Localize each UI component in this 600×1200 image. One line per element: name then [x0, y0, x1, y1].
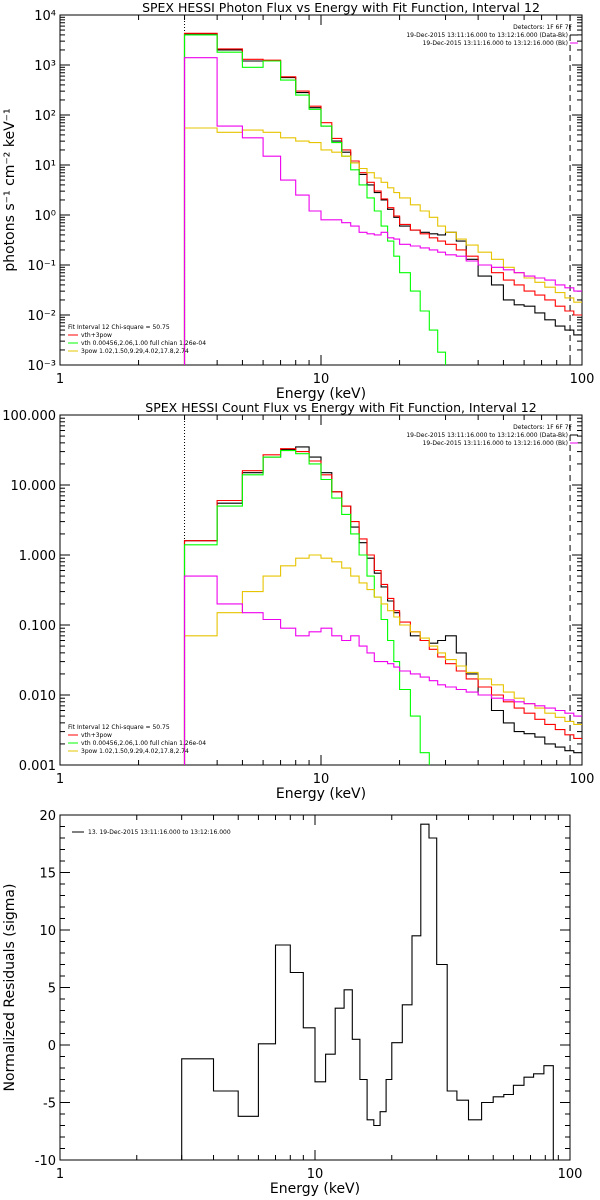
y-tick-label: 10⁻² [27, 309, 56, 324]
series-line-residuals [181, 823, 570, 1160]
y-tick-label: 5 [48, 982, 56, 997]
x-axis-label: Energy (keV) [270, 1181, 360, 1197]
y-axis-label: Normalized Residuals (sigma) [2, 884, 18, 1092]
x-axis-label: Energy (keV) [276, 786, 366, 802]
fit-legend-entry: Fit Interval 12 Chi-square = 50.75 [68, 724, 170, 731]
fit-legend-entry: 3pow 1.02,1.50,9.29,4.02,17.8,2.74 [81, 348, 189, 355]
x-tick-label: 10 [307, 1167, 324, 1182]
time-legend-entry: 19-Dec-2015 13:11:16.000 to 13:12:16.000… [406, 432, 568, 439]
x-tick-label: 100 [570, 772, 595, 787]
y-tick-label: 100.000 [2, 409, 56, 424]
series-line-vth-3pow [183, 448, 582, 765]
y-tick-label: 10⁴ [34, 9, 56, 24]
y-axis-label: photons s⁻¹ cm⁻² keV⁻¹ [2, 108, 18, 271]
y-tick-label: -5 [43, 1097, 56, 1112]
y-tick-label: 20 [39, 809, 56, 824]
detectors-label: Detectors: 1F 6F 7F [513, 424, 572, 431]
detectors-label: Detectors: 1F 6F 7F [513, 24, 572, 31]
plot-frame [59, 814, 571, 1161]
x-tick-label: 1 [56, 1167, 64, 1182]
time-legend-entry: 19-Dec-2015 13:11:16.000 to 13:12:16.000… [423, 40, 568, 47]
series-line-data-bk [183, 446, 582, 765]
series-line-3pow [183, 554, 582, 765]
y-tick-label: 10.000 [11, 479, 57, 494]
series-group [183, 446, 582, 765]
y-tick-label: 10¹ [34, 159, 56, 174]
series-group [183, 32, 582, 365]
x-tick-label: 10 [313, 372, 330, 387]
series-group [181, 823, 570, 1160]
y-tick-label: 15 [39, 867, 56, 882]
series-line-vth [183, 34, 447, 365]
x-tick-label: 1 [56, 372, 64, 387]
series-line-bk [183, 575, 582, 765]
x-tick-label: 100 [570, 372, 595, 387]
fit-legend-entry: vth+3pow [81, 732, 112, 739]
series-line-bk [183, 57, 582, 365]
series-line-vth [183, 450, 430, 765]
time-legend-entry: 19-Dec-2015 13:11:16.000 to 13:12:16.000… [423, 440, 568, 447]
y-tick-label: 10³ [34, 59, 56, 74]
series-line-vth-3pow [183, 32, 582, 365]
y-tick-label: -10 [35, 1154, 56, 1169]
y-tick-label: 1.000 [19, 549, 56, 564]
y-tick-label: 10⁻³ [27, 359, 56, 374]
count-flux-panel: 1 10 100 0.001 0.010 0.100 1.000 10.000 100.000 S… [2, 400, 595, 802]
fit-legend-entry: vth+3pow [81, 332, 112, 339]
y-tick-label: 10⁻¹ [27, 259, 56, 274]
fit-legend-entry: Fit Interval 12 Chi-square = 50.75 [68, 324, 170, 331]
chart-title: SPEX HESSI Count Flux vs Energy with Fit… [145, 400, 536, 415]
x-tick-label: 100 [558, 1167, 583, 1182]
y-tick-label: 10⁰ [34, 209, 56, 224]
y-tick-label: 0.100 [19, 619, 56, 634]
fit-legend-entry: 3pow 1.02,1.50,9.29,4.02,17.8,2.74 [81, 748, 189, 755]
time-legend-entry: 19-Dec-2015 13:11:16.000 to 13:12:16.000… [406, 32, 568, 39]
residual-legend-entry: 13. 19-Dec-2015 13:11:16.000 to 13:12:16… [88, 829, 231, 836]
y-tick-label: 0.010 [19, 689, 56, 704]
x-tick-label: 10 [313, 772, 330, 787]
plot-frame [59, 14, 583, 366]
series-line-3pow [183, 127, 582, 365]
y-tick-label: 10 [39, 924, 56, 939]
x-tick-label: 1 [56, 772, 64, 787]
fit-legend-entry: vth 0.00456,2.06,1.00 full chian 1.26e-0… [81, 340, 206, 347]
y-tick-label: 10² [34, 109, 56, 124]
residuals-panel: 1 10 100 -10 -5 0 5 10 15 20 Energy (keV) Normalize… [2, 809, 582, 1197]
y-tick-label: 0.001 [19, 759, 56, 774]
chart-title: SPEX HESSI Photon Flux vs Energy with Fi… [142, 0, 540, 15]
fit-legend-entry: vth 0.00456,2.06,1.00 full chian 1.26e-0… [81, 740, 206, 747]
y-tick-label: 0 [48, 1039, 56, 1054]
photon-flux-panel: 1 10 100 10⁻³ 10⁻² 10⁻¹ 10⁰ 10¹ 10² 10³ 10⁴ SPEX HE… [2, 0, 595, 402]
x-axis-label: Energy (keV) [276, 386, 366, 402]
